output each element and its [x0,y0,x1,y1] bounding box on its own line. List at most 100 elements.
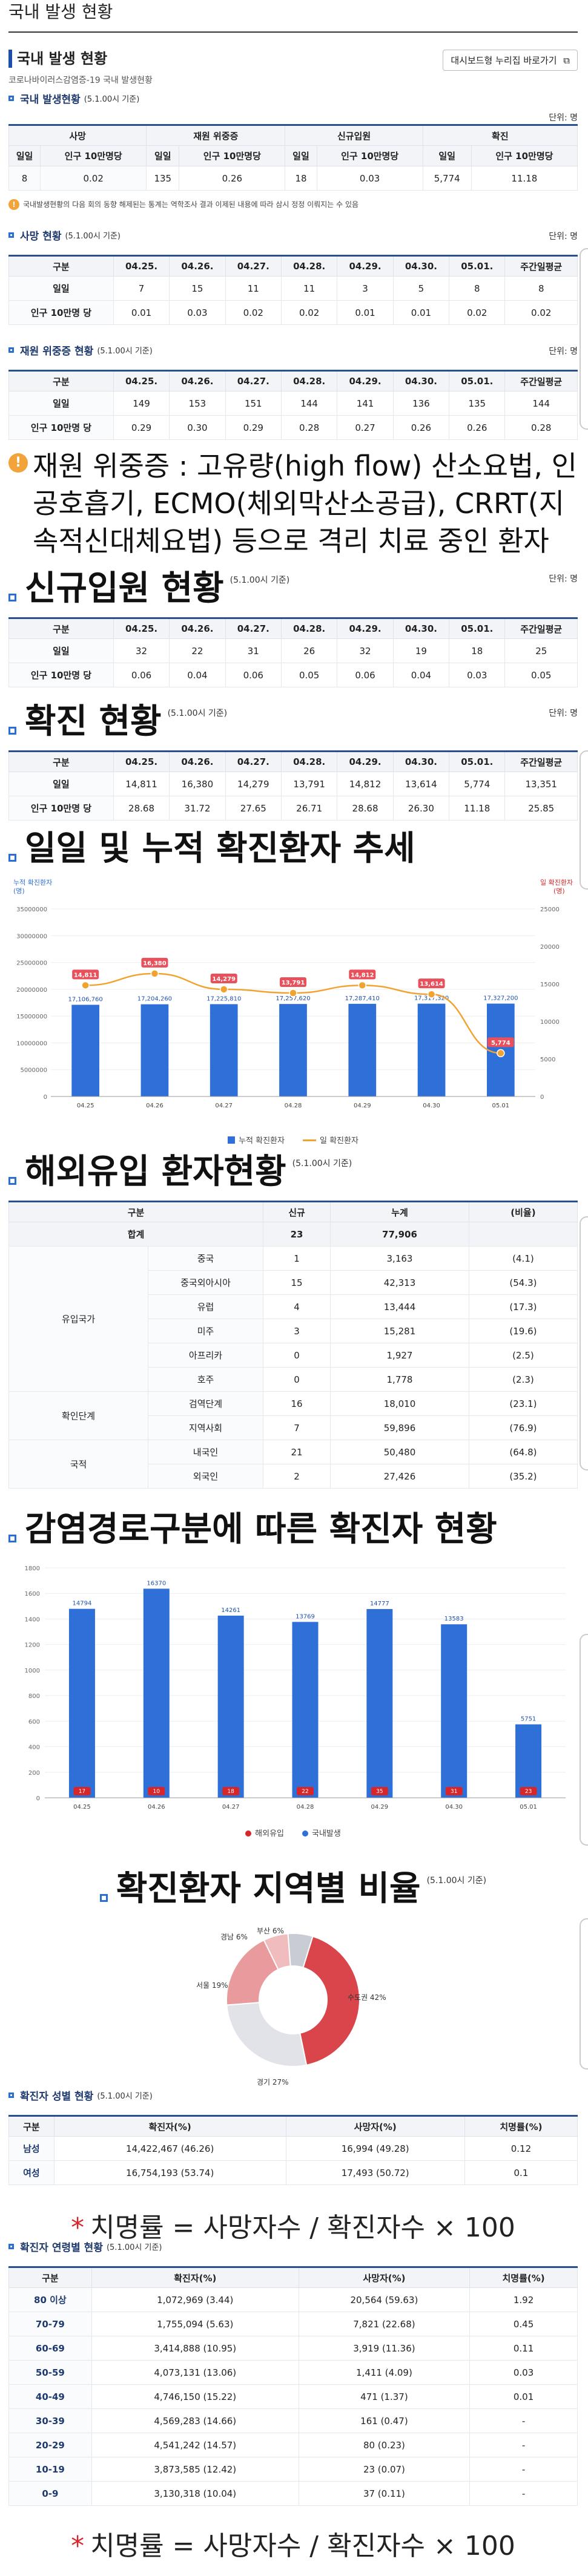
table-cell: 18,010 [330,1391,469,1416]
table-cell: 28.68 [113,796,170,821]
imported-badge [222,1787,240,1795]
pie-slice-label: 경기 27% [257,2078,289,2086]
admission-table: 구분 04.25. 04.26. 04.27. 04.28. 04.29. 04.30. 05… [8,617,578,687]
y-tick-label: 400 [28,1745,40,1751]
table-cell: 16,754,193 (53.74) [53,2160,286,2185]
table-cell: 31 [225,638,282,663]
table-cell: 4,073,131 (13.06) [91,2360,299,2385]
table-cell: 3,130,318 (10.04) [91,2481,299,2506]
bar-value-label: 17,257,620 [276,995,310,1002]
severe-heading: 재원 위중증 현황 (5.1.00시 기준) [8,342,578,358]
table-cell: 27.65 [225,796,282,821]
admission-section: 신규입원 현황 (5.1.00시 기준) 단위: 명 구분 04.25. 04.26… [8,560,578,687]
table-cell: 18 [449,638,506,663]
table-row: 남성 14,422,467 (46.26) 16,994 (49.28) 0.12 [8,2136,578,2161]
table-cell: 13,614 [392,772,450,796]
table-cell: 1,927 [330,1343,469,1368]
deaths-section: 사망 현황 (5.1.00시 기준) 단위: 명 구분 04.25. 04.26. 0… [8,228,578,325]
daily-point [497,1049,505,1058]
table-cell: 28.68 [337,796,394,821]
table-cell: (23.1) [468,1391,578,1416]
table-cell: 16 [262,1391,331,1416]
table-cell: 21 [262,1440,331,1464]
date-header: 04.28. [280,370,338,392]
imported-value-label: 18 [227,1789,234,1795]
domestic-value: 18 [285,166,317,191]
table-cell: 136 [392,391,450,416]
table-cell: 0.03 [169,300,226,325]
daily-value-label: 16,380 [143,960,167,967]
table-row: 유럽 4 13,444 (17.3) [9,1294,578,1319]
section-square-icon [8,1535,16,1542]
table-row: 인구 10만명 당 28.68 31.72 27.65 26.71 28.68 26.30 1… [8,796,578,821]
date-header: 05.01. [449,618,506,639]
table-cell: 141 [337,391,394,416]
row-label: 중국외아시아 [148,1270,263,1295]
x-tick-label: 04.25 [73,1804,91,1811]
imported-badge [520,1787,537,1795]
age-section: 확진자 연령별 현황 (5.1.00시 기준) 구분 확진자(%) 사망자(%) 치명… [8,2239,578,2563]
table-cell: 1,778 [330,1367,469,1392]
age-table: 구분 확진자(%) 사망자(%) 치명률(%) 80 이상 1,072,969 (3.44… [8,2266,578,2506]
import-asof: (5.1.00시 기준) [292,1159,352,1168]
table-cell: 14,422,467 (46.26) [53,2136,286,2161]
x-tick-label: 04.26 [148,1804,165,1811]
section-square-icon [8,2093,14,2098]
table-cell: (17.3) [468,1294,578,1319]
table-cell: 11.18 [449,796,506,821]
table-cell: (2.5) [468,1343,578,1368]
daily-value-label: 5,774 [491,1040,510,1046]
domestic-value: 8 [8,166,41,191]
legend-domestic: 국내발생 [302,1827,341,1838]
section-square-icon [8,727,16,735]
table-cell: 37 (0.11) [298,2481,471,2506]
column-header: 구분 [8,1201,263,1222]
column-header: 구분 [8,2116,55,2137]
x-tick-label: 04.30 [423,1103,440,1109]
left-tick-label: 35000000 [16,906,47,913]
section-square-icon [8,2244,14,2249]
daily-label-bg [418,978,445,989]
pie-slice [287,1933,314,1968]
x-tick-label: 05.01 [492,1103,510,1109]
x-tick-label: 04.28 [297,1804,314,1811]
date-header: 04.30. [392,751,450,772]
daily-label-bg [72,969,99,980]
row-label: 70-79 [8,2312,92,2336]
table-cell: 0.45 [469,2312,578,2336]
route-title: 감염경로구분에 따른 확진자 현황 [25,1510,497,1549]
dashboard-link-label: 대시보드형 누리집 바로가기 [451,55,557,66]
region-title: 확진환자 지역별 비율 [116,1869,421,1909]
table-cell: 0.06 [225,663,282,687]
table-row: 인구 10만명 당 0.06 0.04 0.06 0.05 0.06 0.04 0.03 0.0… [8,663,578,687]
cumulative-bar [71,1005,99,1096]
table-row: 아프리카 0 1,927 (2.5) [9,1343,578,1368]
x-tick-label: 04.30 [445,1804,463,1811]
row-label: 인구 10만명 당 [8,415,114,440]
domestic-note-text: 국내발생현황의 다음 회의 동향 해제된는 통계는 역학조사 결과 이제된 내용… [23,200,359,209]
gender-formula-text: 치명률 = 사망자수 / 확진자수 × 100 [90,2212,515,2243]
column-header: 구분 [8,370,114,392]
domestic-value: 5,774 [422,166,472,191]
asterisk-icon: * [71,2531,85,2561]
trend-section: 일일 및 누적 확진환자 추세 누적 확진환자 (명) 일 확진환자 (명) 35000… [8,829,578,1145]
column-header: 누계 [330,1201,469,1222]
table-cell: 1,411 (4.09) [298,2360,471,2385]
dashboard-link-button[interactable]: 대시보드형 누리집 바로가기 ⧉ [443,50,578,71]
imported-value-label: 10 [153,1789,160,1795]
domestic-table: 사망 재원 위중증 신규입원 확진 일일 인구 10만명당 일일 인구 10만명당 일일 인구 … [8,124,578,191]
table-row: 여성 16,754,193 (53.74) 17,493 (50.72) 0.1 [8,2160,578,2185]
scroll-hint-bracket [580,248,588,430]
table-cell: 13,444 [330,1294,469,1319]
table-cell: 14,279 [225,772,282,796]
table-cell: 1.92 [469,2287,578,2312]
column-header: 구분 [8,2267,92,2288]
route-section: 감염경로구분에 따른 확진자 현황 1800 1600 1400 1200 1000 80… [8,1510,578,1838]
section-square-icon [8,854,16,862]
table-cell: 8 [504,276,578,301]
page-subtitle: 코로나바이러스감염증-19 국내 발생현황 [8,76,153,85]
page-heading: 국내 발생 현황 [8,50,578,68]
date-header: 04.26. [169,370,226,392]
admission-asof: (5.1.00시 기준) [230,575,290,585]
table-cell: 0.30 [169,415,226,440]
